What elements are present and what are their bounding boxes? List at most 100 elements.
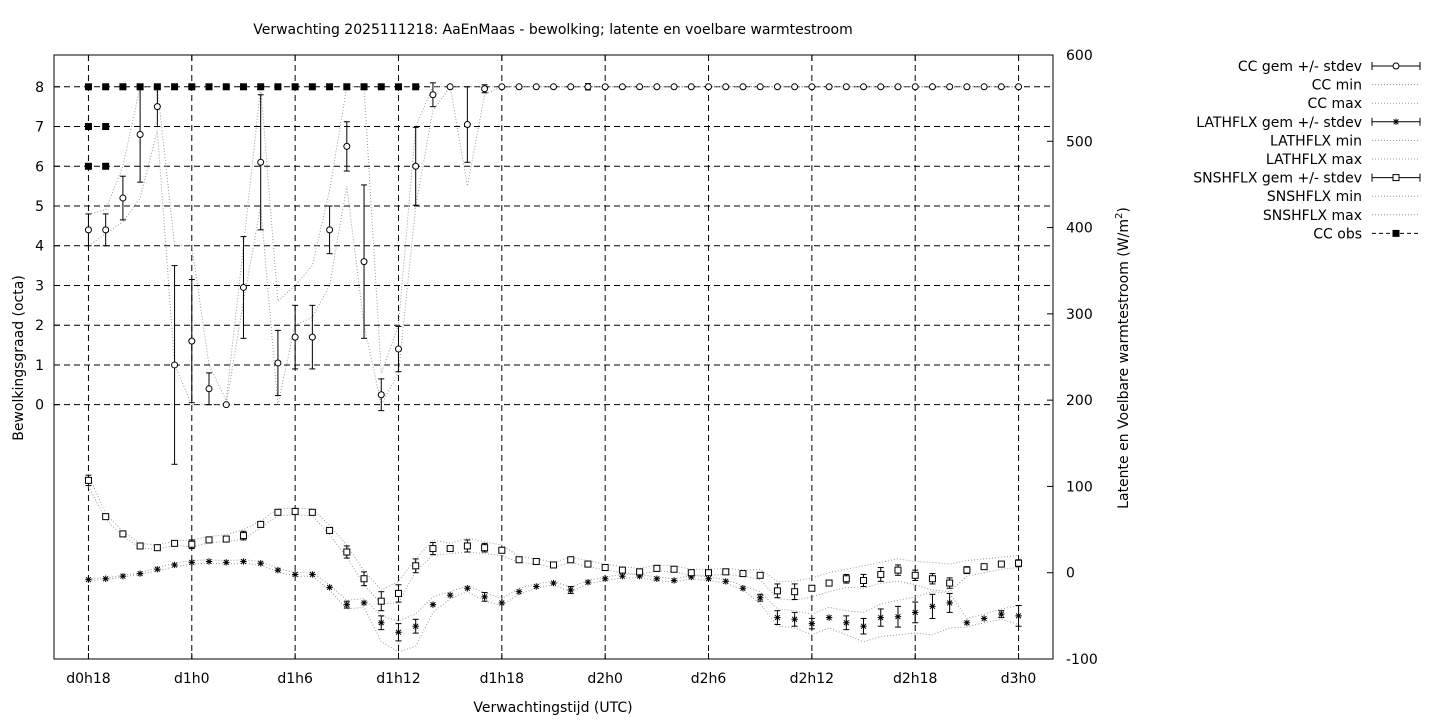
cc-obs-point [377, 83, 385, 91]
lathflx-mark-d2 [395, 629, 402, 636]
legend-label: CC min [1312, 78, 1362, 94]
cc-mean-point [618, 83, 626, 91]
snshflx-mean-point [481, 544, 489, 552]
lathflx-mark-d2 [912, 609, 918, 616]
y-tick-label: 6 [35, 159, 44, 175]
lathflx-mean-point [223, 559, 230, 566]
snshflx-mean-point [412, 562, 420, 570]
lathflx-mark-d2 [860, 623, 867, 629]
lathflx-mean-point [619, 572, 626, 580]
y-tick-label: 3 [35, 278, 44, 294]
y-tick-label: 2 [35, 318, 44, 334]
cc-obs-point [291, 83, 299, 91]
x-tick-label: d0h18 [66, 671, 110, 687]
cc-mean-point [980, 83, 988, 91]
lathflx-mean-point [429, 601, 437, 608]
cc-mean-point [291, 333, 299, 341]
lathflx-mark-d2 [120, 573, 126, 579]
snshflx-mean-point [291, 507, 299, 515]
cc-obs-point [102, 83, 110, 91]
snshflx-mean-point [601, 564, 609, 572]
cc-obs-point [136, 83, 144, 91]
lathflx-mark-d2 [326, 584, 333, 591]
lathflx-mean-point [446, 591, 454, 599]
lathflx-mark-d2 [550, 580, 557, 586]
y-tick-label: 5 [35, 199, 44, 215]
snshflx-mean-point [532, 557, 540, 565]
snshflx-mean-point [205, 536, 213, 544]
lathflx-mean-point [240, 558, 247, 565]
lathflx-mark-d2 [809, 620, 815, 627]
legend-entry: LATHFLX gem +/- stdev [1196, 115, 1421, 131]
lathflx-mark-d2 [378, 620, 385, 626]
cc-obs-point [188, 83, 196, 91]
cc-mean-point [601, 83, 609, 91]
cc-obs-point [84, 162, 92, 170]
cc-obs-point [84, 123, 92, 131]
cc-mean-point [205, 385, 213, 393]
legend-label: CC max [1307, 96, 1362, 112]
cc-mean-point [1015, 83, 1023, 91]
cc-obs-point [153, 83, 161, 91]
lathflx-mean-point [119, 572, 127, 580]
y2-tick-label: 200 [1066, 393, 1093, 409]
lathflx-mean-point [774, 614, 781, 621]
x-tick-label: d1h6 [277, 671, 313, 687]
cc-mean-point [412, 162, 420, 170]
legend-filled-square-marker [1392, 229, 1400, 237]
cc-mean-point [791, 83, 799, 91]
lathflx-mean-point [929, 603, 936, 610]
legend-entry: CC obs [1313, 226, 1420, 242]
lathflx-mean-point [343, 601, 351, 608]
lathflx-mean-point [980, 615, 988, 622]
snshflx-mean-point [997, 560, 1005, 568]
lathflx-mean-point [378, 619, 385, 626]
lathflx-mean-point [464, 585, 471, 592]
lathflx-mean-point [154, 566, 161, 573]
lathflx-mark-d2 [344, 601, 350, 608]
lathflx-mark-d2 [240, 558, 247, 565]
lathflx-mean-point [395, 629, 402, 636]
cc-mean-point [928, 83, 936, 91]
lathflx-mark-d2 [602, 576, 608, 582]
lathflx-mean-point [274, 566, 282, 574]
chart-title: Verwachting 2025111218: AaEnMaas - bewol… [253, 22, 853, 38]
lathflx-mean-point [102, 575, 109, 582]
legend-entry: LATHFLX min [1270, 133, 1420, 149]
snshflx-mean-point [463, 542, 471, 550]
legend-entry: CC min [1312, 78, 1420, 94]
lathflx-mark-d2 [757, 594, 763, 601]
lathflx-mark-d2 [447, 592, 453, 598]
lathflx-mark-d2 [654, 576, 660, 582]
lathflx-mean-point [722, 578, 729, 585]
lathflx-mean-point [85, 576, 92, 583]
lathflx-mean-point [808, 620, 816, 627]
legend-label: LATHFLX gem +/- stdev [1196, 115, 1362, 131]
cc-mean-point [136, 130, 144, 138]
cc-mean-point [825, 83, 833, 91]
lathflx-mean-point [533, 583, 540, 590]
cc-mean-point [257, 158, 265, 166]
cc-mean-point [894, 83, 902, 91]
lathflx-mark-d2 [878, 614, 884, 621]
x-tick-label: d2h18 [893, 671, 937, 687]
lathflx-mark-d2 [619, 573, 626, 579]
y-axis-label: Bewolkingsgraad (octa) [11, 275, 27, 441]
cc-mean-point [773, 83, 781, 91]
snshflx-mean-point [429, 545, 437, 553]
y2-tick-label: 500 [1066, 134, 1093, 150]
lathflx-mark-d2 [189, 559, 195, 566]
cc-mean-point [308, 333, 316, 341]
cc-obs-point [343, 83, 351, 91]
legend-star-d2 [1393, 119, 1399, 125]
cc-mean-point [860, 83, 868, 91]
legend-label: CC obs [1313, 226, 1362, 242]
lathflx-mean-point [291, 571, 299, 578]
lathflx-mark-d2 [292, 571, 298, 578]
snshflx-mean-point [636, 568, 644, 576]
snshflx-mean-point [756, 571, 764, 579]
lathflx-mark-d2 [171, 562, 178, 568]
lathflx-mean-point [171, 561, 178, 569]
cc-mean-point [274, 359, 282, 367]
